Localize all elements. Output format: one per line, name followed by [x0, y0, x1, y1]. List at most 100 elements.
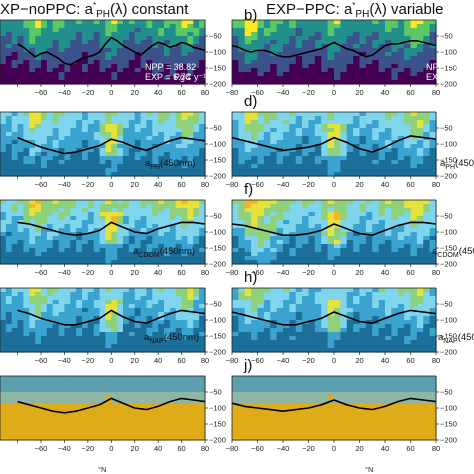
heat-cell: [181, 312, 189, 317]
heat-cell: [70, 320, 77, 325]
heat-cell: [117, 232, 124, 237]
heat-cell: [346, 68, 354, 73]
heat-cell: [244, 296, 252, 301]
heat-cell: [327, 208, 335, 213]
heat-cell: [17, 232, 25, 237]
heat-cell: [404, 48, 412, 53]
heat-cell: [140, 44, 148, 49]
heat-cell: [5, 172, 13, 177]
heat-cell: [314, 168, 322, 173]
heat-cell: [23, 400, 30, 405]
heat-cell: [158, 32, 165, 37]
heat-cell: [35, 328, 42, 333]
heat-cell: [289, 348, 297, 353]
heat-cell: [263, 208, 271, 213]
heat-cell: [164, 412, 171, 417]
heat-cell: [23, 156, 30, 161]
heat-cell: [82, 296, 89, 301]
heat-cell: [334, 256, 341, 261]
heat-cell: [391, 348, 399, 353]
heat-cell: [302, 32, 310, 37]
heat-cell: [117, 344, 124, 349]
heat-cell: [5, 428, 13, 433]
heat-cell: [251, 160, 259, 165]
heat-cell: [238, 240, 246, 245]
heat-cell: [302, 140, 310, 145]
heat-cell: [70, 68, 77, 73]
heat-cell: [111, 312, 118, 317]
heat-cell: [158, 316, 165, 321]
heat-cell: [11, 172, 19, 177]
heat-cell: [17, 256, 25, 261]
heat-cell: [321, 76, 329, 81]
heat-cell: [187, 344, 194, 349]
heat-cell: [257, 164, 265, 169]
heat-cell: [302, 44, 310, 49]
heat-cell: [353, 68, 361, 73]
heat-cell: [244, 80, 252, 85]
heat-cell: [146, 292, 153, 297]
heat-cell: [340, 36, 348, 41]
heat-cell: [334, 200, 341, 205]
heat-cell: [111, 232, 118, 237]
heat-cell: [76, 136, 83, 141]
heat-cell: [5, 340, 13, 345]
heat-cell: [46, 412, 54, 417]
heat-cell: [359, 244, 367, 249]
heat-cell: [128, 140, 136, 145]
heat-cell: [52, 216, 60, 221]
heat-cell: [385, 336, 392, 341]
heat-cell: [410, 336, 418, 341]
heat-cell: [385, 40, 392, 45]
heat-cell: [321, 320, 329, 325]
heat-cell: [353, 252, 361, 257]
heat-cell: [17, 64, 25, 69]
heat-cell: [164, 252, 171, 257]
heat-cell: [17, 376, 25, 381]
heat-cell: [340, 232, 348, 237]
heat-cell: [58, 40, 66, 45]
heat-cell: [5, 336, 13, 341]
heat-cell: [308, 336, 316, 341]
heat-cell: [175, 320, 183, 325]
heat-cell: [244, 168, 252, 173]
heat-cell: [152, 328, 159, 333]
heat-cell: [140, 348, 148, 353]
heat-cell: [58, 420, 66, 425]
heat-cell: [158, 64, 165, 69]
heat-cell: [70, 168, 77, 173]
heat-cell: [111, 32, 118, 37]
heat-cell: [87, 288, 95, 293]
heat-cell: [105, 216, 112, 221]
heat-cell: [169, 316, 177, 321]
heat-cell: [64, 32, 71, 37]
heat-cell: [232, 76, 239, 81]
heat-cell: [158, 28, 165, 33]
x-tick-label: 80: [201, 356, 209, 365]
heat-cell: [11, 336, 19, 341]
heat-cell: [353, 228, 361, 233]
heat-cell: [93, 60, 101, 65]
heat-cell: [181, 212, 189, 217]
heat-cell: [353, 64, 361, 69]
heat-cell: [111, 80, 118, 85]
heat-cell: [302, 72, 310, 77]
heat-cell: [5, 408, 13, 413]
heat-cell: [423, 232, 431, 237]
heat-cell: [35, 68, 42, 73]
heat-cell: [276, 236, 284, 241]
heat-cell: [128, 376, 136, 381]
heat-cell: [140, 400, 148, 405]
heat-cell: [140, 416, 148, 421]
heat-cell: [327, 200, 335, 205]
heat-cell: [146, 252, 153, 257]
y-tick-label: −150: [209, 156, 226, 165]
heat-cell: [123, 376, 130, 381]
heat-cell: [99, 248, 107, 253]
heat-cell: [283, 156, 290, 161]
heat-cell: [314, 132, 322, 137]
heat-cell: [29, 80, 36, 85]
heat-cell: [276, 156, 284, 161]
heat-cell: [70, 392, 77, 397]
heat-cell: [76, 112, 83, 117]
